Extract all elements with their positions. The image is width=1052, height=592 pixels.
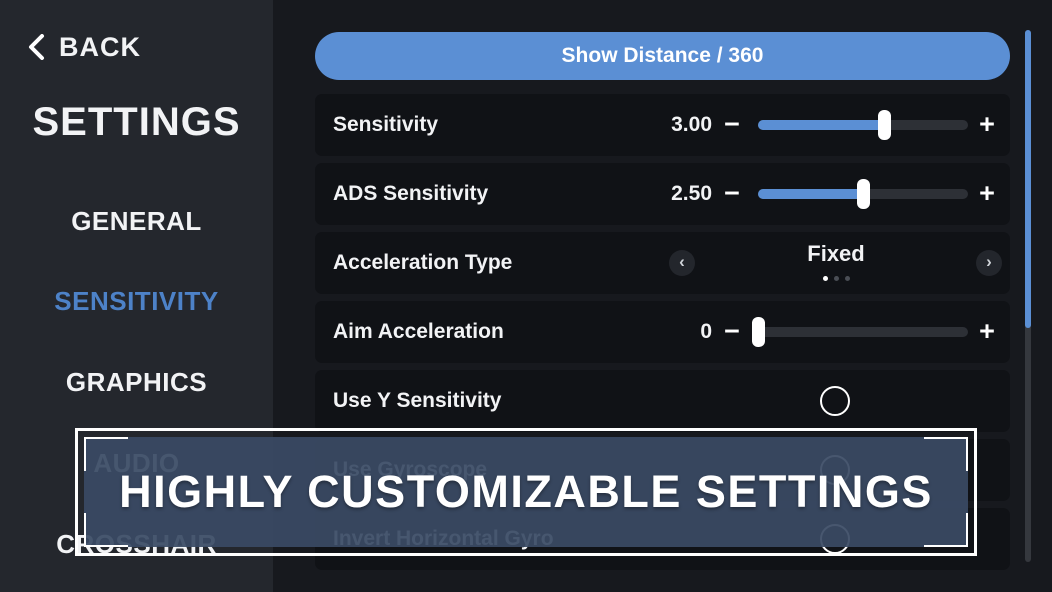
plus-icon: + <box>979 178 995 208</box>
banner-corner-bracket <box>924 437 968 471</box>
slider-thumb[interactable] <box>857 179 870 209</box>
slider-track[interactable] <box>758 179 968 209</box>
carousel-prev-button[interactable]: ‹ <box>669 250 695 276</box>
setting-value: 0 <box>700 320 712 343</box>
setting-row-use-y-sensitivity: Use Y Sensitivity <box>315 370 1010 432</box>
decrement-button[interactable]: − <box>719 301 745 363</box>
setting-label: Sensitivity <box>333 113 439 136</box>
carousel-dot <box>844 276 850 281</box>
minus-icon: − <box>724 316 740 346</box>
banner-corner-bracket <box>924 513 968 547</box>
setting-label: ADS Sensitivity <box>333 182 489 205</box>
increment-button[interactable]: + <box>972 163 1002 225</box>
slider-fill <box>758 120 884 130</box>
back-chevron-icon <box>29 34 44 60</box>
toggle-circle[interactable] <box>820 386 850 416</box>
sidebar-item-sensitivity[interactable]: SENSITIVITY <box>54 286 219 316</box>
chevron-right-icon: › <box>986 252 992 271</box>
banner-corner-bracket <box>84 437 128 471</box>
setting-value: 3.00 <box>671 113 712 136</box>
slider-track[interactable] <box>752 317 968 347</box>
setting-row-acceleration-type: Acceleration Type ‹ Fixed › <box>315 232 1010 294</box>
carousel-next-button[interactable]: › <box>976 250 1002 276</box>
setting-row-ads-sensitivity: ADS Sensitivity 2.50− + <box>315 163 1010 225</box>
decrement-button[interactable]: − <box>719 94 745 156</box>
banner-panel: HIGHLY CUSTOMIZABLE SETTINGS <box>84 437 968 547</box>
carousel-dot <box>822 276 828 281</box>
setting-row-aim-acceleration: Aim Acceleration 0− + <box>315 301 1010 363</box>
scrollbar-thumb[interactable] <box>1025 30 1031 328</box>
increment-button[interactable]: + <box>972 301 1002 363</box>
plus-icon: + <box>979 109 995 139</box>
slider-track[interactable] <box>758 110 968 140</box>
carousel-dot <box>833 276 839 281</box>
page-title: SETTINGS <box>32 100 241 144</box>
slider-fill <box>758 189 863 199</box>
carousel-dots <box>736 276 936 281</box>
plus-icon: + <box>979 316 995 346</box>
chevron-left-icon: ‹ <box>679 252 685 271</box>
promo-banner: HIGHLY CUSTOMIZABLE SETTINGS <box>75 428 977 556</box>
setting-label: Aim Acceleration <box>333 320 504 343</box>
sidebar-item-general[interactable]: GENERAL <box>71 206 202 236</box>
sidebar-item-graphics[interactable]: GRAPHICS <box>65 367 208 397</box>
scrollbar[interactable] <box>1025 30 1031 562</box>
setting-row-sensitivity: Sensitivity 3.00− + <box>315 94 1010 156</box>
slider-thumb[interactable] <box>752 317 765 347</box>
carousel-value: Fixed <box>807 241 865 266</box>
setting-label: Use Y Sensitivity <box>333 389 502 412</box>
banner-corner-bracket <box>84 513 128 547</box>
back-label: BACK <box>59 31 141 62</box>
back-button[interactable]: BACK <box>28 30 141 64</box>
setting-label: Acceleration Type <box>333 251 513 274</box>
slider-thumb[interactable] <box>878 110 891 140</box>
minus-icon: − <box>724 109 740 139</box>
show-distance-button[interactable]: Show Distance / 360 <box>315 32 1010 80</box>
banner-text: HIGHLY CUSTOMIZABLE SETTINGS <box>119 466 933 517</box>
decrement-button[interactable]: − <box>719 163 745 225</box>
increment-button[interactable]: + <box>972 94 1002 156</box>
setting-value: 2.50 <box>671 182 712 205</box>
minus-icon: − <box>724 178 740 208</box>
